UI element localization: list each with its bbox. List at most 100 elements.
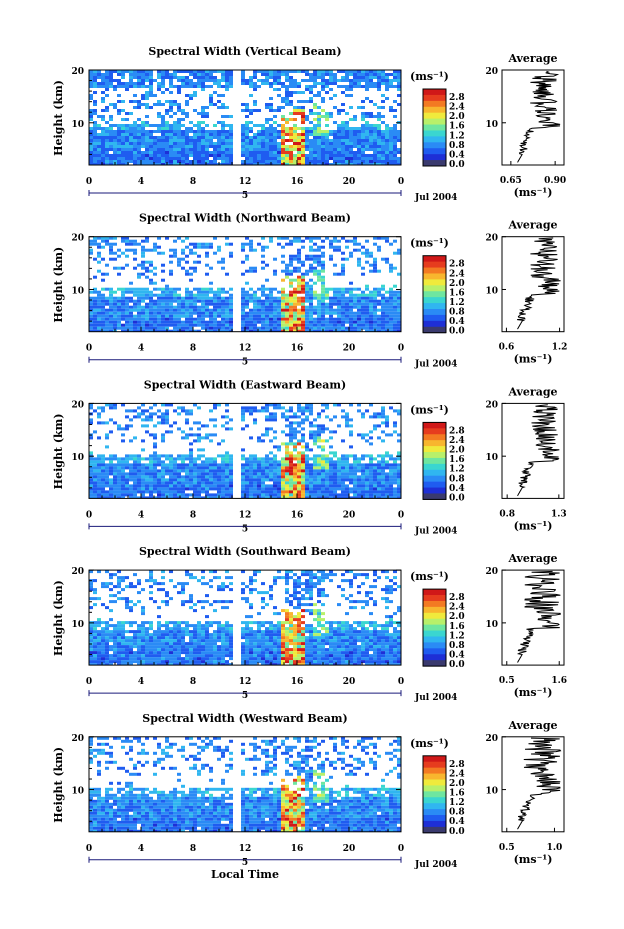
heatmap-cell xyxy=(185,436,189,440)
heatmap-cell xyxy=(201,448,205,452)
heatmap-cell xyxy=(293,442,297,446)
heatmap-cell xyxy=(221,160,225,163)
heatmap-cell xyxy=(325,484,329,488)
heatmap-cell xyxy=(113,106,117,109)
heatmap-cell xyxy=(285,490,289,494)
heatmap-cell xyxy=(333,454,337,458)
colorbar-swatch xyxy=(423,94,446,102)
heatmap-cell xyxy=(105,133,109,136)
heatmap-cell xyxy=(173,70,177,73)
heatmap-cell xyxy=(393,124,397,127)
heatmap-cell xyxy=(381,106,385,109)
heatmap-cell xyxy=(185,142,189,145)
heatmap-cell xyxy=(97,251,101,255)
heatmap-cell xyxy=(213,142,217,145)
heatmap-cell xyxy=(153,154,157,157)
heatmap-cell xyxy=(341,460,345,464)
heatmap-cell xyxy=(193,463,197,467)
heatmap-cell xyxy=(137,82,141,85)
heatmap-cell xyxy=(153,454,157,458)
heatmap-cell xyxy=(253,136,257,139)
heatmap-cell xyxy=(101,136,105,139)
heatmap-cell xyxy=(289,427,293,431)
heatmap-cell xyxy=(329,323,333,327)
heatmap-cell xyxy=(361,133,365,136)
heatmap-cell xyxy=(97,320,101,324)
heatmap-cell xyxy=(149,472,153,476)
heatmap-cell xyxy=(317,142,321,145)
heatmap-cell xyxy=(109,469,113,473)
heatmap-cell xyxy=(321,293,325,297)
avg-y-tick-label: 10 xyxy=(485,453,498,463)
heatmap-cell xyxy=(97,70,101,73)
heatmap-cell xyxy=(117,100,121,103)
heatmap-cell xyxy=(341,133,345,136)
heatmap-cell xyxy=(221,326,225,330)
heatmap-cell xyxy=(285,454,289,458)
heatmap-cell xyxy=(369,160,373,163)
heatmap-cell xyxy=(389,579,393,583)
heatmap-cell xyxy=(313,430,317,434)
heatmap-cell xyxy=(149,308,153,312)
heatmap-cell xyxy=(249,481,253,485)
heatmap-cell xyxy=(293,239,297,243)
heatmap-cell xyxy=(109,463,113,467)
heatmap-cell xyxy=(105,299,109,303)
heatmap-cell xyxy=(345,130,349,133)
heatmap-cell xyxy=(93,236,97,240)
heatmap-cell xyxy=(345,469,349,473)
heatmap-cell xyxy=(97,460,101,464)
heatmap-cell xyxy=(133,409,137,413)
heatmap-cell xyxy=(149,454,153,458)
heatmap-cell xyxy=(157,460,161,464)
heatmap-cell xyxy=(289,424,293,428)
heatmap-cell xyxy=(245,326,249,330)
heatmap-cell xyxy=(169,254,173,258)
heatmap-cell xyxy=(137,582,141,586)
heatmap-cell xyxy=(253,293,257,297)
heatmap-cell xyxy=(381,475,385,479)
heatmap-cell xyxy=(225,124,229,127)
heatmap-cell xyxy=(189,573,193,577)
heatmap-cell xyxy=(293,487,297,491)
heatmap-cell xyxy=(301,239,305,243)
heatmap-cell xyxy=(157,415,161,419)
heatmap-cell xyxy=(241,454,245,458)
heatmap-cell xyxy=(389,290,393,294)
heatmap-cell xyxy=(197,454,201,458)
heatmap-cell xyxy=(181,308,185,312)
heatmap-cell xyxy=(209,460,213,464)
heatmap-cell xyxy=(241,287,245,291)
heatmap-cell xyxy=(301,496,305,499)
heatmap-cell xyxy=(393,296,397,300)
heatmap-cell xyxy=(181,302,185,306)
heatmap-cell xyxy=(369,314,373,318)
heatmap-cell xyxy=(293,85,297,88)
heatmap-cell xyxy=(153,311,157,315)
heatmap-cell xyxy=(385,151,389,154)
heatmap-cell xyxy=(137,311,141,315)
heatmap-cell xyxy=(185,82,189,85)
heatmap-cell xyxy=(293,82,297,85)
heatmap-cell xyxy=(153,145,157,148)
heatmap-cell xyxy=(397,139,401,142)
heatmap-cell xyxy=(109,127,113,130)
heatmap-cell xyxy=(97,124,101,127)
heatmap-cell xyxy=(189,305,193,309)
heatmap-cell xyxy=(101,239,105,243)
heatmap-cell xyxy=(153,139,157,142)
heatmap-cell xyxy=(361,139,365,142)
heatmap-cell xyxy=(341,329,345,332)
heatmap-cell xyxy=(217,308,221,312)
heatmap-cell xyxy=(289,284,293,288)
heatmap-cell xyxy=(349,469,353,473)
heatmap-cell xyxy=(225,466,229,470)
heatmap-cell xyxy=(89,127,93,130)
heatmap-cell xyxy=(385,308,389,312)
heatmap-cell xyxy=(201,320,205,324)
heatmap-cell xyxy=(181,248,185,252)
heatmap-cell xyxy=(157,154,161,157)
heatmap-cell xyxy=(293,290,297,294)
heatmap-cell xyxy=(169,463,173,467)
heatmap-cell xyxy=(181,320,185,324)
